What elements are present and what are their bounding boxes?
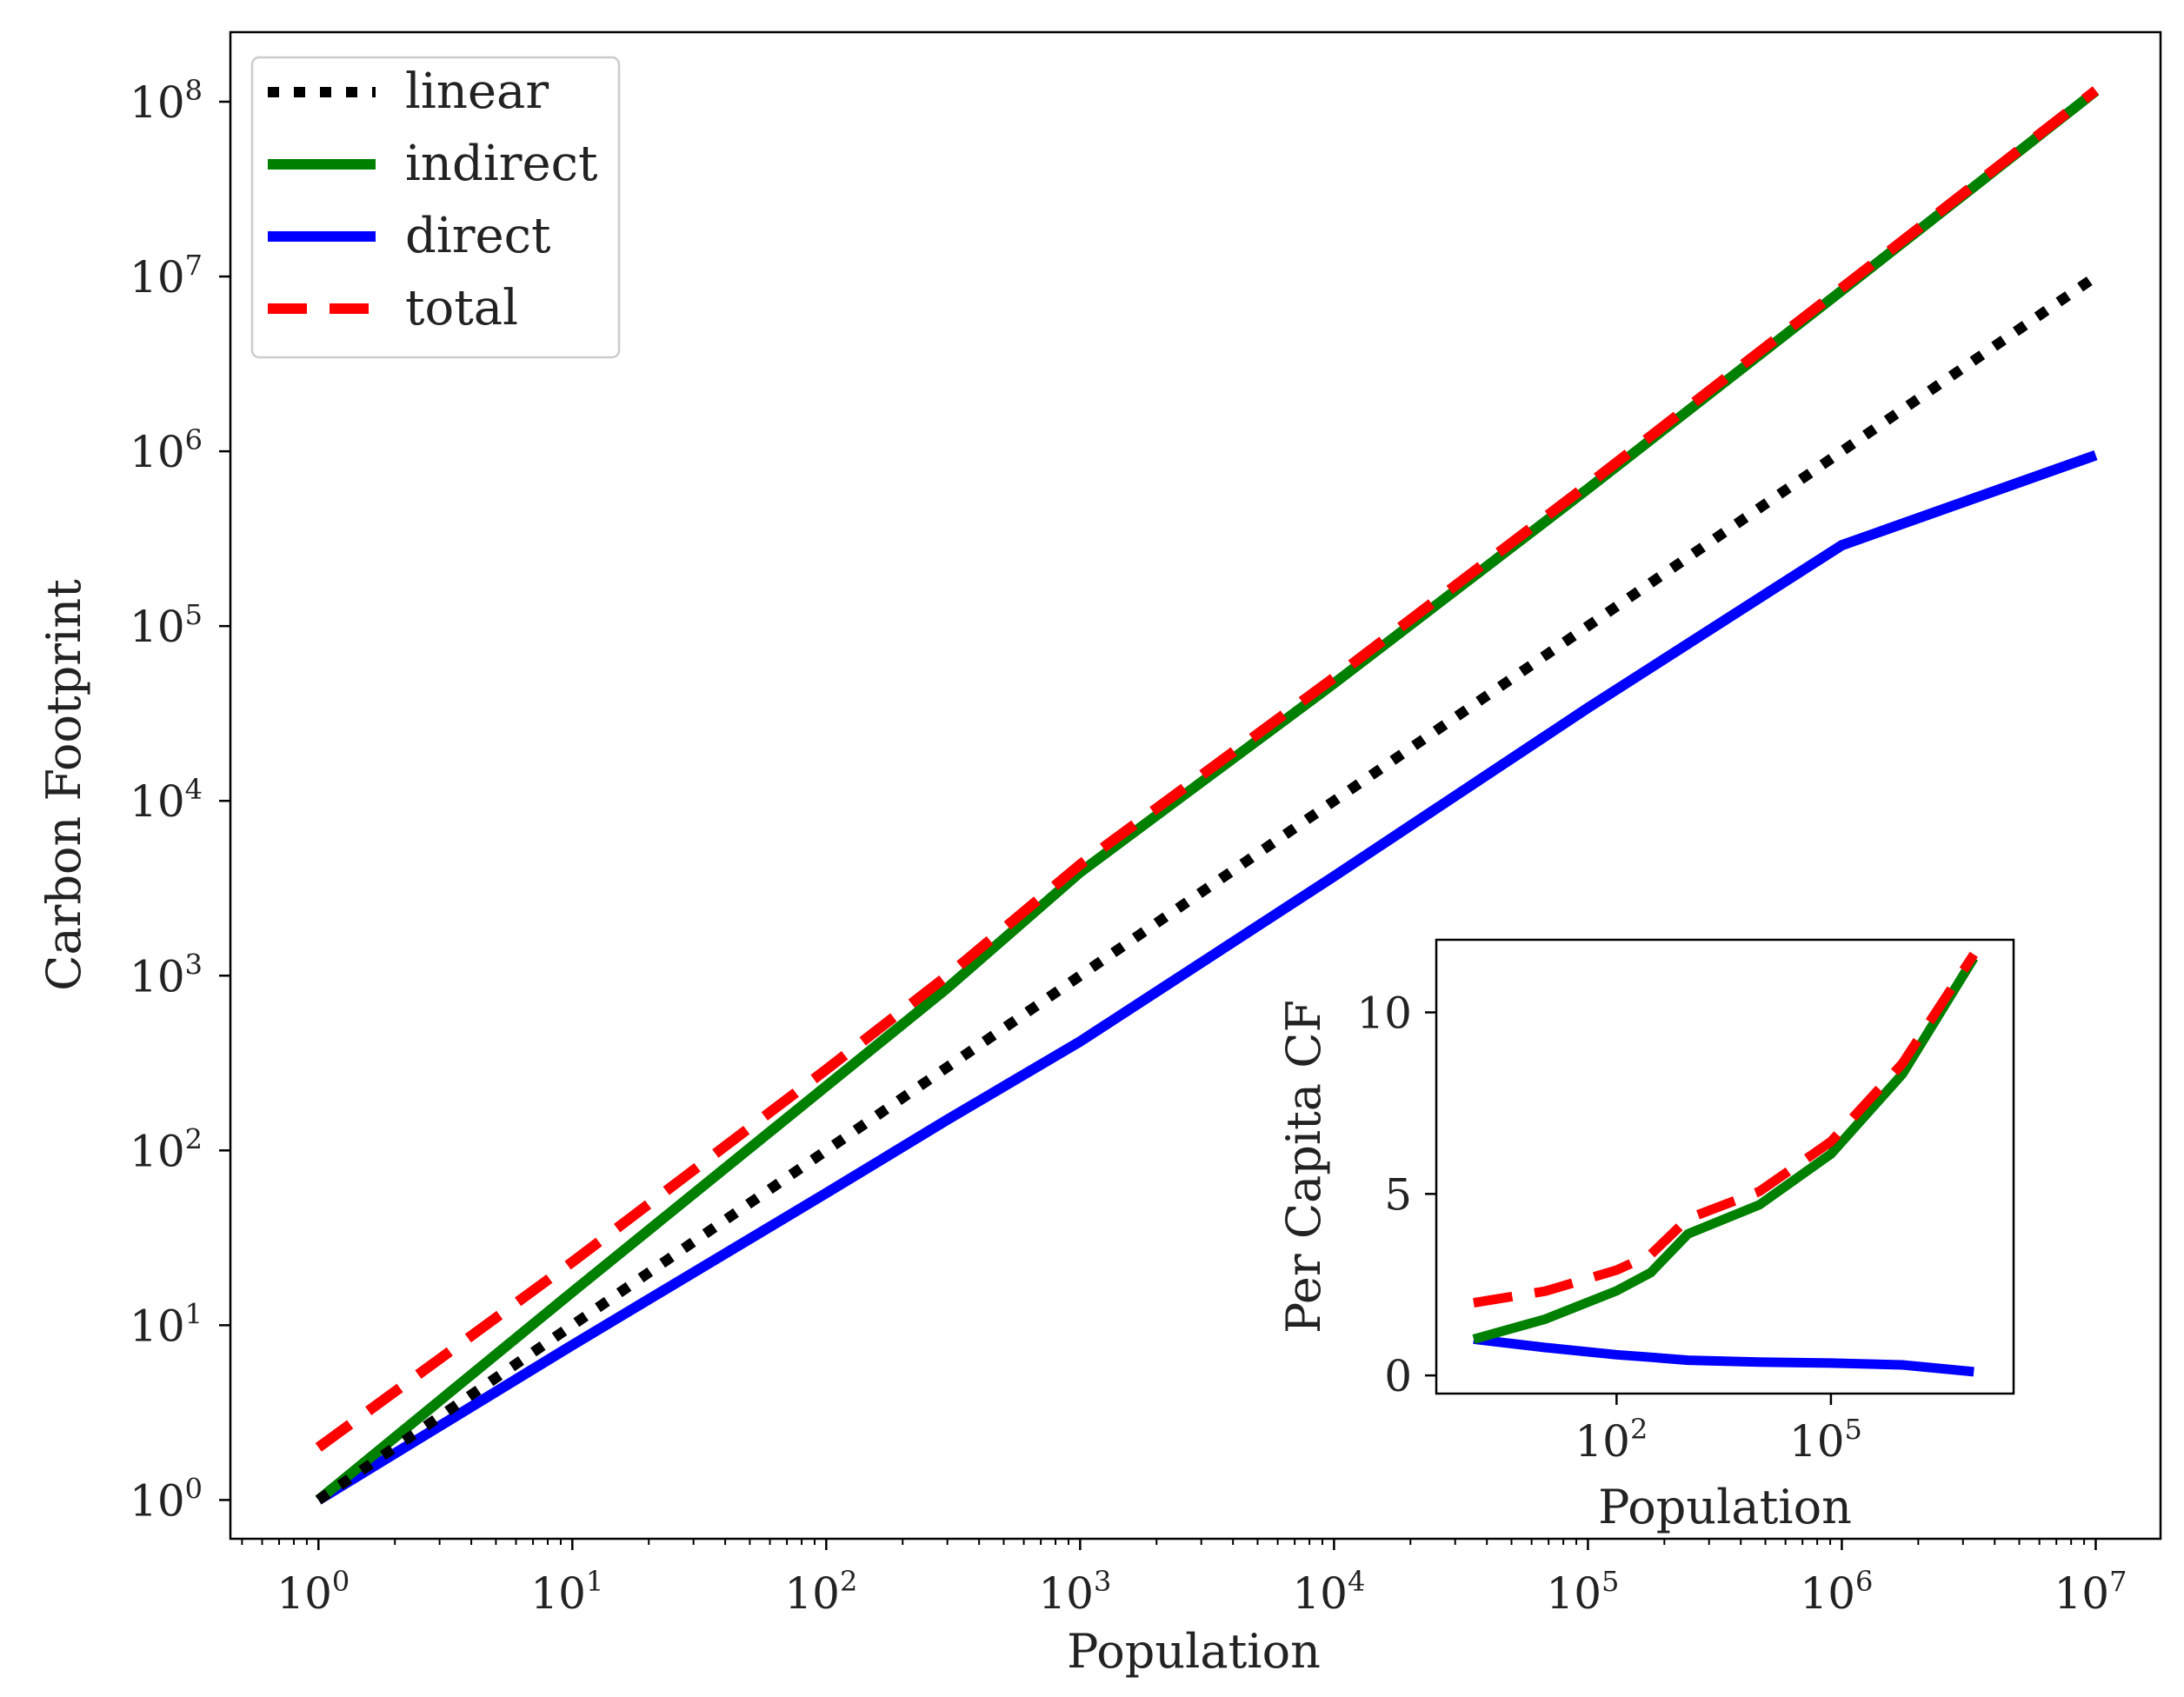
legend: linear indirect direct total — [250, 56, 621, 359]
inset-x-tick-label: 105 — [1789, 1413, 1862, 1467]
inset-series-total-line — [1473, 951, 1978, 1308]
inset-series-direct-line — [1473, 1334, 1974, 1377]
main-x-tick-exponent: 7 — [2109, 1565, 2127, 1598]
main-x-tick-label: 105 — [1546, 1565, 1619, 1619]
main-x-tick-base: 10 — [530, 1568, 586, 1619]
main-x-tick-base: 10 — [1800, 1568, 1855, 1619]
inset-x-tick-base: 10 — [1575, 1416, 1630, 1467]
main-x-tick-exponent: 1 — [586, 1565, 603, 1598]
main-y-tick-exponent: 3 — [185, 948, 203, 981]
main-series-group — [315, 86, 2100, 1505]
inset-x-tick-exponent: 5 — [1845, 1413, 1862, 1446]
inset-x-tick-label: 102 — [1575, 1413, 1648, 1467]
main-y-tick-base: 10 — [130, 602, 185, 652]
main-series-total-line — [315, 86, 2100, 1452]
main-tick-marks — [219, 100, 2097, 1550]
main-x-tick-exponent: 4 — [1348, 1565, 1365, 1598]
legend-indirect-label: indirect — [405, 136, 598, 192]
inset-y-tick-labels: 0 5 10 — [1356, 988, 1412, 1402]
main-y-tick-exponent: 1 — [185, 1297, 203, 1330]
main-axes-frame — [229, 30, 2162, 1541]
main-x-tick-label: 107 — [2054, 1565, 2127, 1619]
main-y-tick-exponent: 7 — [185, 249, 203, 282]
legend-linear-label: linear — [405, 63, 549, 120]
inset-x-tick-exponent: 2 — [1630, 1413, 1648, 1446]
main-y-tick-base: 10 — [130, 1301, 185, 1351]
legend-box — [250, 56, 621, 359]
main-y-tick-base: 10 — [130, 252, 185, 303]
main-x-tick-label: 104 — [1292, 1565, 1365, 1619]
main-y-tick-label: 101 — [130, 1297, 203, 1351]
main-x-tick-exponent: 0 — [332, 1565, 350, 1598]
inset-tick-marks — [1425, 1011, 1833, 1405]
main-x-axis-title: Population — [1067, 1624, 1321, 1679]
main-x-tick-base: 10 — [1546, 1568, 1601, 1619]
main-x-tick-exponent: 6 — [1855, 1565, 1873, 1598]
main-x-tick-label: 106 — [1800, 1565, 1873, 1619]
main-y-tick-base: 10 — [130, 951, 185, 1002]
main-plot: 100 101 102 103 104 105 106 107 100101102103104… — [37, 30, 2162, 1679]
main-x-tick-base: 10 — [1292, 1568, 1348, 1619]
main-y-tick-label: 104 — [130, 773, 203, 827]
main-y-tick-exponent: 8 — [185, 74, 203, 107]
inset-y-axis-title: Per Capita CF — [1276, 1000, 1331, 1334]
main-y-tick-exponent: 5 — [185, 598, 203, 631]
main-x-tick-base: 10 — [276, 1568, 332, 1619]
main-x-tick-label: 100 — [276, 1565, 350, 1619]
legend-direct-label: direct — [405, 208, 551, 264]
inset-x-tick-labels: 102 105 — [1575, 1413, 1862, 1467]
main-x-tick-exponent: 2 — [840, 1565, 857, 1598]
main-x-tick-base: 10 — [784, 1568, 840, 1619]
main-y-tick-exponent: 2 — [185, 1122, 203, 1155]
main-x-tick-label: 102 — [784, 1565, 857, 1619]
main-y-axis-title: Carbon Footprint — [37, 579, 91, 991]
main-y-tick-base: 10 — [130, 1126, 185, 1176]
main-series-linear-line — [315, 272, 2099, 1505]
main-x-tick-labels: 100 101 102 103 104 105 106 107 — [276, 1565, 2127, 1619]
main-y-tick-label: 103 — [130, 948, 203, 1002]
main-x-tick-exponent: 5 — [1601, 1565, 1619, 1598]
main-y-tick-exponent: 4 — [185, 773, 203, 806]
inset-axes-frame — [1435, 938, 2015, 1395]
inset-x-axis-title: Population — [1598, 1480, 1852, 1534]
main-y-tick-base: 10 — [130, 776, 185, 827]
main-y-tick-exponent: 6 — [185, 423, 203, 456]
main-y-tick-label: 105 — [130, 598, 203, 652]
main-x-tick-exponent: 3 — [1094, 1565, 1111, 1598]
inset-series-indirect-line — [1472, 955, 1978, 1344]
main-y-tick-label: 106 — [130, 423, 203, 477]
main-y-tick-label: 108 — [130, 74, 203, 128]
main-y-tick-label: 100 — [130, 1472, 203, 1526]
main-x-tick-base: 10 — [1038, 1568, 1094, 1619]
inset-y-tick-label: 5 — [1384, 1169, 1412, 1220]
main-y-tick-base: 10 — [130, 427, 185, 477]
main-y-tick-base: 10 — [130, 77, 185, 128]
main-y-tick-label: 102 — [130, 1122, 203, 1176]
main-x-tick-base: 10 — [2054, 1568, 2109, 1619]
main-y-tick-exponent: 0 — [185, 1472, 203, 1505]
main-x-tick-label: 101 — [530, 1565, 603, 1619]
main-y-tick-base: 10 — [130, 1475, 185, 1526]
inset-y-tick-label: 0 — [1384, 1351, 1412, 1401]
main-x-tick-label: 103 — [1038, 1565, 1111, 1619]
legend-total-label: total — [405, 280, 518, 336]
inset-x-tick-base: 10 — [1789, 1416, 1845, 1467]
inset-series-group — [1472, 951, 1978, 1377]
inset-y-tick-label: 10 — [1356, 988, 1412, 1039]
main-series-direct-line — [316, 449, 2098, 1505]
main-y-tick-label: 107 — [130, 249, 203, 303]
